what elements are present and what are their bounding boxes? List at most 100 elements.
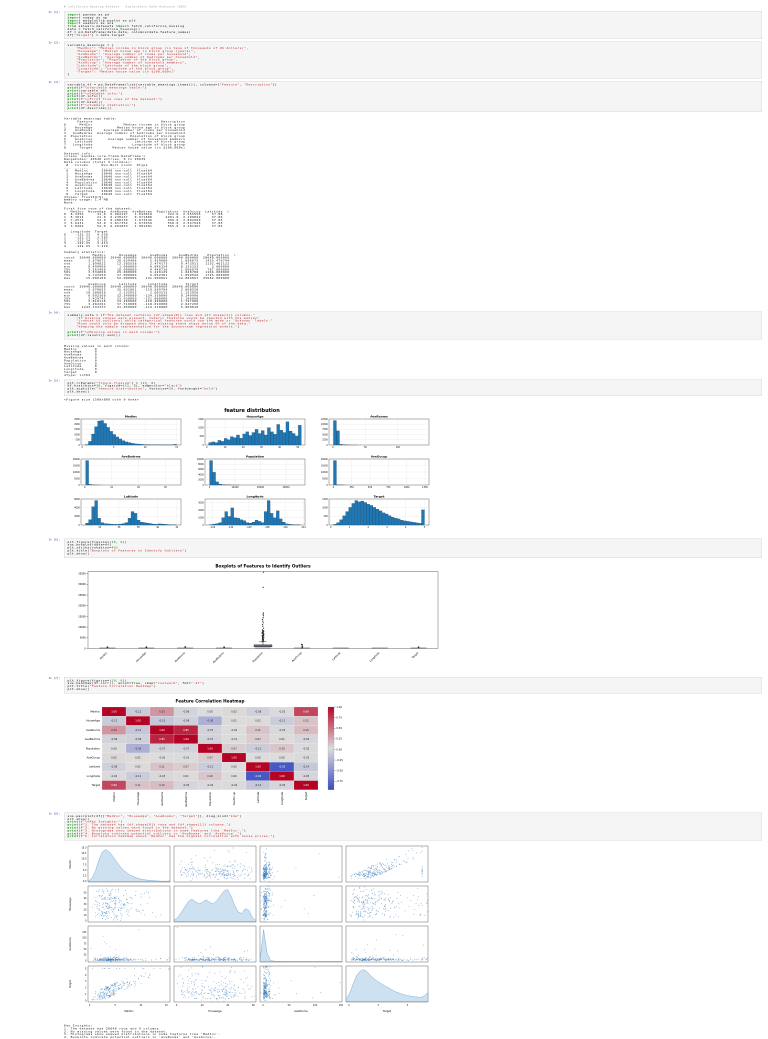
- svg-text:-0.14: -0.14: [303, 765, 310, 769]
- svg-text:HouseAge: HouseAge: [246, 414, 263, 418]
- svg-text:5000: 5000: [80, 637, 87, 640]
- svg-text:30000: 30000: [78, 583, 86, 586]
- svg-text:2500: 2500: [74, 418, 80, 421]
- code-input[interactable]: plt.rcParams["figure.figsize"] = (15, 8)…: [64, 379, 762, 396]
- output-text: Key Insights: 1. The dataset has 20640 r…: [64, 1022, 762, 1039]
- svg-text:15000: 15000: [78, 615, 86, 618]
- svg-text:6000: 6000: [198, 468, 204, 471]
- cell-prompt: In [6]:: [0, 538, 64, 541]
- output-text: <Figure size 1500x800 with 9 Axes>: [64, 398, 762, 401]
- svg-text:-0.02: -0.02: [111, 774, 118, 778]
- code-input[interactable]: sns.pairplot(df[["MedInc", "HouseAge", "…: [64, 812, 762, 840]
- svg-text:0: 0: [176, 1004, 178, 1007]
- svg-text:500: 500: [368, 486, 373, 489]
- code-input[interactable]: variable_df = pd.DataFrame(list(variable…: [64, 81, 762, 112]
- svg-text:2000: 2000: [74, 423, 80, 426]
- svg-text:10000: 10000: [73, 471, 81, 474]
- code-line: plt.show(): [68, 688, 759, 691]
- svg-text:0: 0: [85, 1000, 87, 1003]
- svg-text:Boxplots of Features to Identi: Boxplots of Features to Identify Outlier…: [215, 563, 311, 568]
- svg-text:4: 4: [85, 974, 87, 977]
- svg-text:500: 500: [200, 435, 205, 438]
- svg-text:40: 40: [278, 446, 281, 449]
- svg-text:0: 0: [78, 524, 80, 527]
- code-cell: In [3]:variable_df = pd.DataFrame(list(v…: [0, 81, 768, 112]
- svg-text:2500: 2500: [322, 438, 328, 441]
- svg-text:Target: Target: [411, 651, 420, 660]
- svg-text:-0.50: -0.50: [336, 768, 343, 772]
- svg-text:-0.75: -0.75: [336, 779, 343, 783]
- svg-text:40: 40: [84, 897, 87, 900]
- svg-text:5.0: 5.0: [83, 869, 87, 872]
- svg-text:Latitude: Latitude: [124, 494, 138, 498]
- svg-text:1.00: 1.00: [183, 737, 189, 741]
- svg-text:0.01: 0.01: [135, 765, 141, 769]
- code-input[interactable]: variable_meanings = { "MedInc": "Median …: [64, 42, 762, 79]
- code-cell: In [7]:plt.figure(figsize=(10, 6))sns.he…: [0, 677, 768, 694]
- svg-text:10000: 10000: [321, 471, 329, 474]
- svg-text:Population: Population: [208, 791, 212, 805]
- svg-text:0: 0: [332, 446, 334, 449]
- code-input[interactable]: plt.figure(figsize=(10, 6))sns.heatmap(d…: [64, 677, 762, 694]
- svg-text:25: 25: [84, 954, 87, 957]
- svg-text:10: 10: [144, 446, 147, 449]
- svg-text:-0.08: -0.08: [135, 737, 142, 741]
- svg-text:Target: Target: [68, 980, 72, 988]
- svg-text:-0.02: -0.02: [231, 783, 238, 787]
- svg-text:0.11: 0.11: [135, 783, 141, 787]
- svg-text:1000: 1000: [404, 486, 410, 489]
- output-text: Variable meanings table: Feature Descrip…: [64, 115, 762, 309]
- boxplot-figure: Boxplots of Features to Identify Outlier…: [64, 560, 444, 674]
- code-line: print(f"5. Correlation heatmap shows 'Me…: [68, 835, 759, 838]
- svg-text:0.01: 0.01: [135, 755, 141, 759]
- svg-text:0: 0: [89, 1004, 91, 1007]
- svg-text:-0.07: -0.07: [183, 746, 190, 750]
- svg-text:20000: 20000: [257, 486, 265, 489]
- svg-text:0.01: 0.01: [231, 719, 237, 723]
- svg-text:-0.05: -0.05: [303, 737, 310, 741]
- svg-text:0: 0: [78, 444, 80, 447]
- svg-text:-0.03: -0.03: [279, 728, 286, 732]
- svg-text:-0.02: -0.02: [279, 709, 286, 713]
- svg-text:Population: Population: [251, 650, 264, 663]
- svg-text:5: 5: [85, 967, 87, 970]
- code-cell: In [5]:plt.rcParams["figure.figsize"] = …: [0, 379, 768, 396]
- svg-text:1000: 1000: [322, 506, 328, 509]
- svg-text:10000: 10000: [78, 626, 86, 629]
- svg-text:0.02: 0.02: [111, 755, 117, 759]
- svg-text:15: 15: [165, 1004, 168, 1007]
- svg-text:1500: 1500: [74, 428, 80, 431]
- svg-text:0.75: 0.75: [336, 715, 342, 719]
- svg-text:5: 5: [114, 1004, 116, 1007]
- svg-text:20: 20: [201, 1004, 204, 1007]
- svg-text:1.00: 1.00: [135, 719, 141, 723]
- svg-text:4: 4: [407, 1004, 409, 1007]
- svg-text:750: 750: [386, 486, 391, 489]
- svg-text:-0.11: -0.11: [135, 774, 142, 778]
- code-input[interactable]: plt.figure(figsize=(15, 6))sns.boxplot(d…: [64, 538, 762, 557]
- svg-text:Target: Target: [383, 1009, 391, 1013]
- svg-text:12.5: 12.5: [82, 852, 87, 855]
- output-area: Variable meanings table: Feature Descrip…: [64, 115, 762, 309]
- svg-text:Longitude: Longitude: [246, 494, 263, 498]
- svg-text:0.07: 0.07: [231, 746, 237, 750]
- svg-text:0.50: 0.50: [336, 726, 342, 730]
- svg-text:AveRooms: AveRooms: [174, 650, 187, 663]
- svg-text:Latitude: Latitude: [89, 765, 100, 769]
- svg-text:50: 50: [288, 1004, 291, 1007]
- code-line: df["Target"] = data.target: [68, 34, 759, 37]
- svg-text:30: 30: [164, 486, 167, 489]
- svg-text:MedInc: MedInc: [99, 650, 109, 660]
- svg-text:1.00: 1.00: [231, 755, 237, 759]
- svg-text:0.0: 0.0: [83, 880, 87, 883]
- svg-text:42: 42: [176, 526, 179, 529]
- cell-prompt: In [7]:: [0, 677, 64, 680]
- output-row: Boxplots of Features to Identify Outlier…: [0, 560, 768, 674]
- svg-text:-0.11: -0.11: [255, 746, 262, 750]
- code-input[interactable]: summary_note = (f"The dataset contains {…: [64, 311, 762, 339]
- svg-text:15.0: 15.0: [82, 846, 87, 849]
